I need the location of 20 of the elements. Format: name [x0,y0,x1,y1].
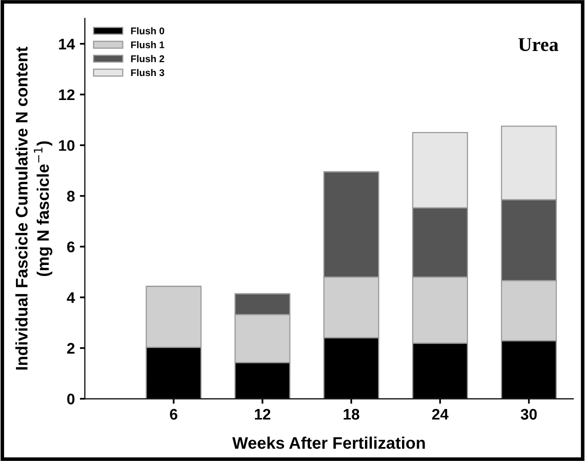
y-axis-title: Individual Fascicle Cumulative N content (mg N fascicle$^{−1}$) [15,46,52,370]
y-tick-label: 10 [59,140,74,151]
y-tick-label: 2 [67,342,74,354]
y-tick-label: 12 [59,89,74,100]
y-tick-label: 14 [59,38,76,50]
x-tick-label: 30 [520,408,537,420]
x-axis-title: Weeks After Fertilization [232,436,425,449]
x-tick-label: 18 [344,408,360,420]
legend-label: Flush 3 [131,68,164,76]
legend-label: Flush 1 [131,41,164,48]
y-tick-label: 6 [67,242,75,252]
y-tick-label: 8 [67,190,75,202]
x-tick-label: 12 [254,408,270,420]
x-tick-label: 24 [432,408,448,420]
legend-label: Flush 0 [131,27,164,34]
y-tick-label: 0 [67,394,74,404]
y-tick-label: 4 [66,292,76,303]
x-tick-label: 6 [170,408,178,420]
text: Urea [518,38,558,52]
legend-label: Flush 2 [131,55,164,62]
